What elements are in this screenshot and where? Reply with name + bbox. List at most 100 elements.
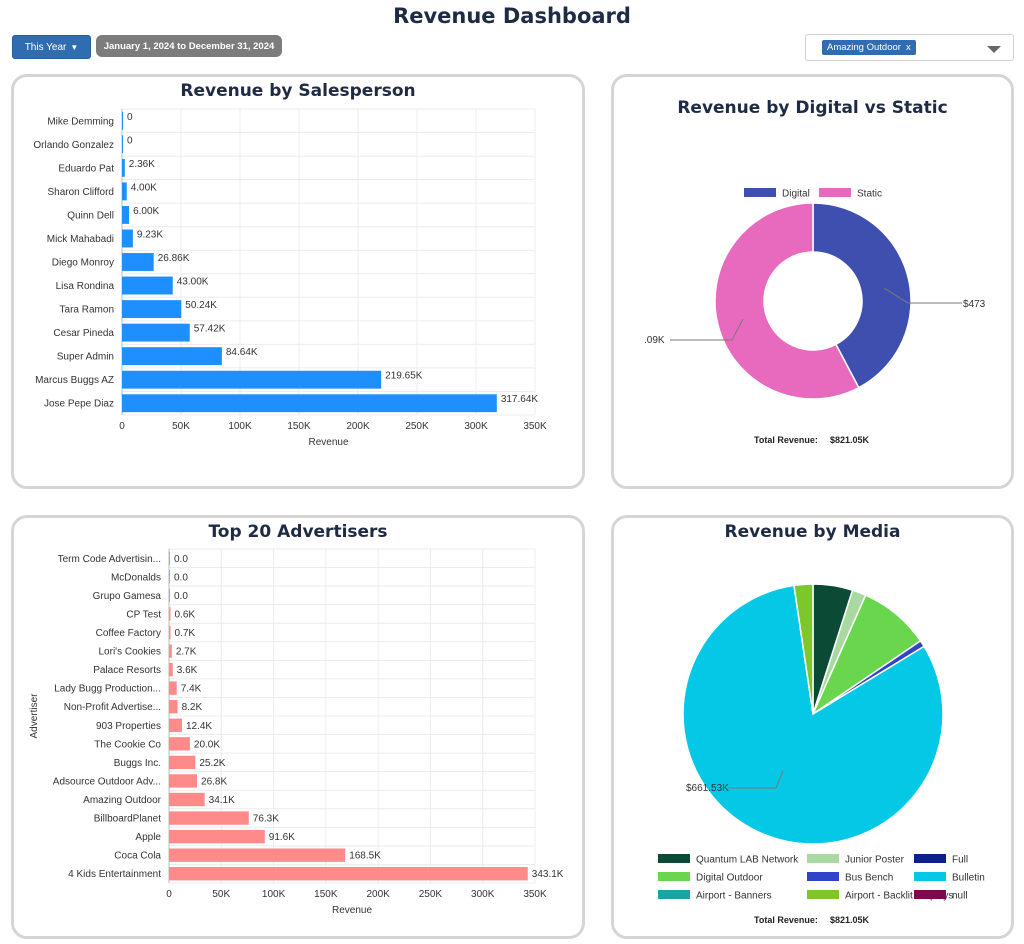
advertisers-chart: 0 50K 100K 150K 200K 250K 300K 350K Term Code Ad…	[29, 548, 564, 916]
bar	[169, 811, 249, 825]
bar	[169, 737, 190, 751]
y-tick-label: Eduardo Pat	[58, 163, 114, 174]
y-tick-label: Buggs Inc.	[114, 758, 161, 769]
caret-down-icon[interactable]	[987, 46, 1001, 53]
legend-label: Digital	[782, 189, 810, 200]
data-label: 6.00K	[133, 206, 159, 217]
x-tick-label: 300K	[464, 421, 488, 432]
y-tick-label: Apple	[135, 832, 161, 843]
advertisers-panel: Top 20 Advertisers 0 50K 100K 150K 200K 250K 3…	[11, 515, 585, 939]
data-label: 4.00K	[131, 182, 157, 193]
total-revenue-label: Total Revenue:	[754, 915, 818, 925]
legend-swatch	[807, 890, 839, 899]
bar	[122, 300, 182, 319]
data-label: 219.65K	[385, 371, 423, 382]
bar	[122, 276, 173, 295]
donut-slice	[714, 202, 860, 400]
y-tick-label: McDonalds	[111, 572, 161, 583]
data-label: 26.8K	[201, 776, 227, 787]
bar	[122, 182, 127, 201]
legend-label: Airport - Banners	[696, 891, 772, 902]
legend-swatch	[819, 188, 851, 197]
data-label: 0	[127, 135, 133, 146]
legend-label: Bulletin	[952, 873, 985, 884]
period-dropdown-button[interactable]: This Year ▼	[12, 35, 91, 59]
data-label: 0.6K	[175, 609, 196, 620]
legend-swatch	[807, 872, 839, 881]
y-tick-label: Diego Monroy	[52, 258, 114, 269]
filter-tag-label: Amazing Outdoor	[827, 42, 901, 53]
data-label: 12.4K	[186, 721, 212, 732]
y-tick-label: Jose Pepe Diaz	[44, 399, 114, 410]
bar	[122, 253, 154, 271]
y-tick-label: BillboardPlanet	[94, 814, 161, 825]
bar	[169, 551, 170, 565]
bar	[169, 588, 170, 603]
data-label: 168.5K	[349, 851, 381, 862]
legend-label: Digital Outdoor	[696, 873, 763, 884]
x-tick-label: 0	[119, 421, 125, 432]
x-tick-label: 300K	[471, 889, 495, 900]
bar	[169, 774, 198, 788]
x-tick-label: 200K	[346, 421, 370, 432]
x-tick-label: 100K	[262, 889, 286, 900]
leader-line	[728, 770, 784, 789]
data-label: $661.53K	[686, 783, 729, 794]
legend-label: Full	[952, 855, 968, 866]
data-label: 343.1K	[532, 869, 564, 880]
bar	[169, 607, 171, 621]
data-label: 57.42K	[194, 324, 226, 335]
y-tick-label: Non-Profit Advertise...	[64, 702, 161, 713]
bar	[169, 644, 172, 658]
data-label: 8.2K	[182, 702, 203, 713]
legend-swatch	[658, 854, 690, 863]
y-tick-label: Lisa Rondina	[56, 281, 115, 292]
x-tick-label: 350K	[523, 889, 547, 900]
bar	[169, 570, 170, 584]
legend-label: Static	[857, 189, 882, 200]
salesperson-chart: 0 50K 100K 150K 200K 250K 300K 350K Mike Demming…	[33, 108, 547, 448]
filter-tag-remove-icon[interactable]: x	[905, 42, 911, 53]
donut-slice	[812, 202, 912, 389]
y-tick-label: Orlando Gonzalez	[33, 140, 114, 151]
y-tick-label: Sharon Clifford	[47, 187, 114, 198]
y-tick-label: Lady Bugg Production...	[54, 684, 161, 695]
bar	[169, 848, 346, 862]
y-tick-label: 4 Kids Entertainment	[68, 869, 161, 880]
data-label: 0.7K	[175, 628, 196, 639]
data-label: 0	[127, 112, 133, 123]
total-revenue-label: Total Revenue:	[754, 435, 818, 445]
y-tick-label: Coca Cola	[114, 851, 161, 862]
y-tick-label: Tara Ramon	[60, 305, 114, 316]
total-revenue-value: $821.05K	[830, 435, 870, 445]
x-axis-title: Revenue	[308, 437, 348, 448]
x-tick-label: 350K	[523, 421, 547, 432]
y-tick-label: 903 Properties	[96, 721, 161, 732]
y-tick-label: Lori's Cookies	[99, 647, 162, 658]
advertiser-filter-select[interactable]: Amazing Outdoor x	[805, 34, 1014, 61]
bar	[169, 829, 265, 844]
bar	[169, 792, 205, 807]
bar	[169, 700, 178, 714]
data-label: 50.24K	[185, 300, 217, 311]
y-tick-label: Marcus Buggs AZ	[35, 375, 114, 386]
data-label: 91.6K	[269, 832, 295, 843]
legend-swatch	[744, 188, 776, 197]
data-label: $473	[963, 299, 986, 310]
legend-label: null	[952, 891, 968, 902]
legend-swatch	[914, 854, 946, 863]
bar	[169, 681, 177, 695]
total-revenue-value: $821.05K	[830, 915, 870, 925]
data-label: 76.3K	[253, 814, 279, 825]
digital-static-chart: Digital Static $473 .09K Total Revenue: $821.…	[644, 188, 986, 445]
y-tick-label: Amazing Outdoor	[83, 795, 161, 806]
data-label: 0.0	[174, 591, 188, 602]
legend-label: Quantum LAB Network	[696, 855, 799, 866]
data-label: 20.0K	[194, 739, 220, 750]
bar	[122, 111, 123, 130]
y-tick-label: Mick Mahabadi	[47, 234, 114, 245]
data-label: 84.64K	[226, 347, 258, 358]
filter-tag: Amazing Outdoor x	[822, 40, 916, 55]
bar	[169, 867, 528, 881]
bar	[122, 158, 125, 177]
